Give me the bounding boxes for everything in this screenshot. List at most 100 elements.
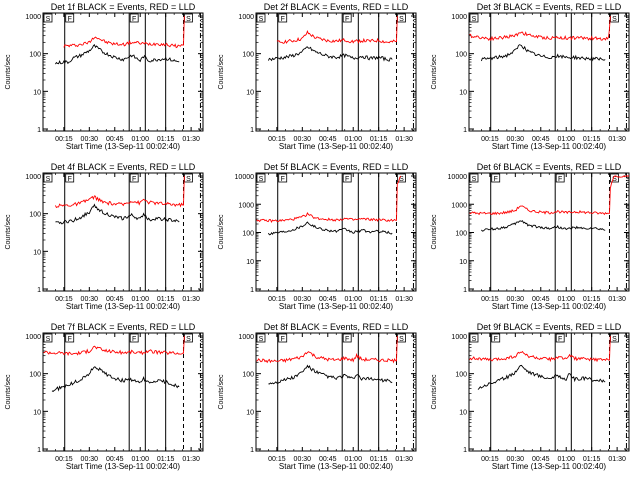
flag-marker-label: F (132, 336, 136, 343)
lld-rate-series (469, 15, 611, 42)
chart-panel: Det 1f BLACK = Events, RED = LLD Counts/s… (5, 2, 204, 151)
x-tick-label: 00:45 (106, 136, 124, 143)
x-tick-label: 00:45 (532, 456, 550, 463)
x-axis-label: Start Time (13-Sep-11 00:02:40) (66, 462, 180, 471)
x-tick-label: 01:30 (395, 296, 413, 303)
flag-marker-label: F (494, 336, 498, 343)
x-tick-label: 01:15 (370, 456, 388, 463)
flag-marker-label: F (68, 336, 72, 343)
chart-panel: Det 5f BLACK = Events, RED = LLD Counts/s… (218, 162, 417, 311)
x-tick-label: 00:15 (481, 296, 499, 303)
flag-marker-label: S (399, 336, 404, 343)
x-axis-label: Start Time (13-Sep-11 00:02:40) (66, 142, 180, 151)
y-tick-label: 100 (242, 231, 254, 238)
y-tick-label: 1000 (451, 202, 467, 209)
y-tick-label: 1000 (451, 14, 467, 21)
event-rate-series (267, 46, 393, 62)
flag-marker-box (43, 333, 53, 343)
flag-marker-box (129, 333, 139, 343)
y-axis-label: Counts/sec (218, 214, 225, 250)
y-tick-label: 100 (29, 372, 41, 379)
y-tick-label: 1000 (238, 14, 254, 21)
flag-marker-box (65, 333, 75, 343)
flag-marker-box (469, 333, 479, 343)
plot-frame (42, 12, 204, 132)
flag-marker-label: S (612, 336, 617, 343)
flag-marker-label: F (345, 16, 349, 23)
flag-marker-label: S (186, 336, 191, 343)
flag-marker-box (43, 13, 53, 23)
y-tick-label: 1000 (25, 174, 41, 181)
lld-rate-series (256, 335, 398, 364)
x-tick-label: 01:30 (608, 296, 626, 303)
plot-frame (255, 12, 417, 132)
x-tick-label: 00:45 (319, 136, 337, 143)
chart-panel: Det 8f BLACK = Events, RED = LLD Counts/s… (218, 322, 417, 471)
plot-frame (468, 12, 630, 132)
flag-marker-label: S (46, 336, 51, 343)
chart-title: Det 5f BLACK = Events, RED = LLD (264, 162, 409, 172)
y-tick-label: 1 (463, 127, 467, 134)
flag-marker-label: S (46, 176, 51, 183)
x-tick-label: 01:30 (608, 136, 626, 143)
flag-marker-label: F (281, 336, 285, 343)
y-tick-label: 1000 (25, 14, 41, 21)
x-tick-label: 01:00 (344, 296, 362, 303)
chart-title: Det 9f BLACK = Events, RED = LLD (477, 322, 622, 332)
x-tick-label: 00:15 (55, 456, 73, 463)
y-tick-label: 10 (33, 89, 41, 96)
chart-title: Det 1f BLACK = Events, RED = LLD (51, 2, 196, 12)
x-tick-label: 00:30 (507, 296, 525, 303)
chart-title: Det 2f BLACK = Events, RED = LLD (264, 2, 409, 12)
y-axis-label: Counts/sec (431, 374, 438, 410)
y-tick-label: 10000 (448, 174, 468, 181)
event-rate-series (481, 220, 606, 232)
x-axis-label: Start Time (13-Sep-11 00:02:40) (492, 302, 606, 311)
plot-frame (468, 172, 630, 292)
x-tick-label: 00:45 (532, 296, 550, 303)
y-tick-label: 1000 (238, 202, 254, 209)
flag-marker-box (555, 333, 565, 343)
y-axis-label: Counts/sec (431, 54, 438, 90)
flag-marker-box (342, 173, 352, 183)
flag-marker-box (278, 333, 288, 343)
flag-marker-box (278, 173, 288, 183)
x-tick-label: 00:30 (294, 296, 312, 303)
x-tick-label: 01:15 (583, 296, 601, 303)
flag-marker-box (256, 333, 266, 343)
y-tick-label: 10 (459, 89, 467, 96)
flag-marker-label: F (345, 336, 349, 343)
chart-panel: Det 9f BLACK = Events, RED = LLD Counts/s… (431, 322, 630, 471)
event-rate-series (51, 366, 180, 392)
y-tick-label: 1 (463, 447, 467, 454)
flag-marker-box (278, 13, 288, 23)
x-tick-label: 01:00 (131, 136, 149, 143)
x-tick-label: 00:30 (81, 136, 99, 143)
flag-marker-box (491, 333, 501, 343)
flag-marker-label: F (281, 16, 285, 23)
flag-marker-label: F (132, 16, 136, 23)
flag-marker-label: S (259, 176, 264, 183)
flag-marker-label: F (558, 336, 562, 343)
chart-title: Det 4f BLACK = Events, RED = LLD (51, 162, 196, 172)
y-tick-label: 100 (455, 52, 467, 59)
y-tick-label: 1 (250, 287, 254, 294)
y-axis-label: Counts/sec (5, 214, 12, 250)
flag-marker-label: S (399, 16, 404, 23)
flag-marker-label: S (46, 16, 51, 23)
flag-marker-label: S (612, 16, 617, 23)
x-tick-label: 00:45 (532, 136, 550, 143)
x-tick-label: 01:15 (157, 296, 175, 303)
x-axis-label: Start Time (13-Sep-11 00:02:40) (279, 142, 393, 151)
y-axis-label: Counts/sec (431, 214, 438, 250)
y-tick-label: 10 (459, 409, 467, 416)
y-tick-label: 1000 (25, 334, 41, 341)
flag-marker-box (129, 13, 139, 23)
lld-rate-series (54, 175, 185, 209)
y-tick-label: 10 (246, 409, 254, 416)
flag-marker-label: S (472, 16, 477, 23)
flag-marker-label: S (259, 16, 264, 23)
x-axis-label: Start Time (13-Sep-11 00:02:40) (492, 462, 606, 471)
x-tick-label: 00:30 (507, 456, 525, 463)
flag-marker-box (256, 13, 266, 23)
